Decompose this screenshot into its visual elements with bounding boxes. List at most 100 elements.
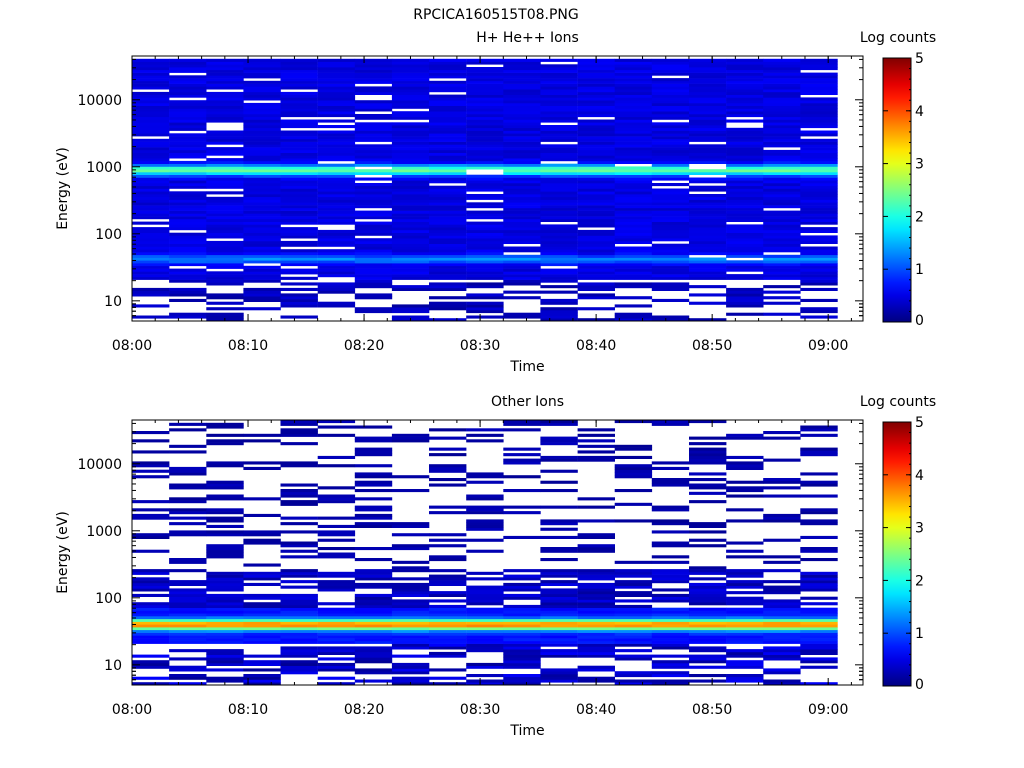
spectrogram-cell bbox=[800, 111, 838, 115]
spectrogram-cell bbox=[540, 301, 578, 305]
spectrogram-cell bbox=[169, 558, 207, 562]
spectrogram-cell bbox=[800, 91, 838, 95]
spectrogram-cell bbox=[132, 94, 170, 98]
spectrogram-cell bbox=[540, 522, 578, 526]
spectrogram-cell bbox=[503, 458, 541, 462]
spectrogram-cell bbox=[243, 541, 281, 545]
spectrogram-cell bbox=[577, 610, 615, 614]
spectrogram-cell bbox=[206, 213, 244, 217]
spectrogram-cell bbox=[577, 263, 615, 267]
spectrogram-cell bbox=[503, 640, 541, 644]
spectrogram-cell bbox=[391, 263, 430, 267]
spectrogram-cell bbox=[763, 232, 801, 236]
spectrogram-cell bbox=[169, 657, 207, 661]
spectrogram-cell bbox=[280, 662, 318, 666]
spectrogram-cell bbox=[243, 213, 281, 217]
spectrogram-cell bbox=[800, 472, 838, 476]
spectrogram-cell bbox=[391, 61, 430, 65]
spectrogram-cell bbox=[391, 114, 430, 118]
spectrogram-cell bbox=[280, 130, 318, 134]
spectrogram-cell bbox=[503, 616, 541, 620]
spectrogram-cell bbox=[429, 149, 467, 153]
spectrogram-cell bbox=[540, 240, 578, 244]
colorbar bbox=[882, 57, 912, 323]
spectrogram-cell bbox=[689, 591, 727, 595]
spectrogram-cell bbox=[689, 61, 727, 65]
spectrogram-cell bbox=[726, 599, 764, 603]
spectrogram-cell bbox=[280, 442, 318, 446]
spectrogram-cell bbox=[577, 133, 615, 137]
spectrogram-cell bbox=[726, 227, 764, 231]
spectrogram-cell bbox=[651, 238, 690, 242]
spectrogram-cell bbox=[391, 618, 430, 622]
spectrogram-cell bbox=[169, 75, 207, 79]
spectrogram-cell bbox=[763, 246, 801, 250]
spectrogram-cell bbox=[800, 191, 838, 195]
spectrogram-cell bbox=[503, 125, 541, 129]
spectrogram-cell bbox=[280, 75, 318, 79]
spectrogram-cell bbox=[577, 544, 615, 548]
spectrogram-cell bbox=[726, 665, 764, 669]
spectrogram-cell bbox=[206, 169, 244, 173]
spectrogram-cell bbox=[577, 141, 615, 145]
spectrogram-cell bbox=[391, 310, 430, 314]
spectrogram-cell bbox=[614, 158, 653, 162]
spectrogram-cell bbox=[503, 89, 541, 93]
spectrogram-cell bbox=[429, 511, 467, 515]
spectrogram-cell bbox=[429, 621, 467, 625]
spectrogram-cell bbox=[243, 114, 281, 118]
spectrogram-cell bbox=[429, 196, 467, 200]
spectrogram-cell bbox=[540, 318, 578, 321]
spectrogram-cell bbox=[354, 616, 393, 620]
spectrogram-cell bbox=[354, 513, 393, 517]
spectrogram-cell bbox=[503, 116, 541, 120]
spectrogram-cell bbox=[169, 207, 207, 211]
spectrogram-cell bbox=[614, 180, 653, 184]
spectrogram-cell bbox=[243, 72, 281, 76]
spectrogram-cell bbox=[577, 238, 615, 242]
spectrogram-cell bbox=[317, 243, 356, 247]
spectrogram-cell bbox=[577, 75, 615, 79]
spectrogram-cell bbox=[726, 610, 764, 614]
spectrogram-cell bbox=[169, 569, 207, 573]
spectrogram-cell bbox=[763, 478, 801, 482]
spectrogram-cell bbox=[354, 296, 393, 300]
spectrogram-cell bbox=[726, 152, 764, 156]
spectrogram-cell bbox=[429, 646, 467, 650]
spectrogram-cell bbox=[800, 58, 838, 62]
spectrogram-cell bbox=[429, 654, 467, 658]
spectrogram-cell bbox=[689, 646, 727, 650]
spectrogram-cell bbox=[689, 122, 727, 126]
spectrogram-cell bbox=[317, 533, 356, 537]
spectrogram-cell bbox=[243, 122, 281, 126]
spectrogram-cell bbox=[280, 613, 318, 617]
spectrogram-cell bbox=[429, 194, 467, 198]
spectrogram-cell bbox=[763, 205, 801, 209]
spectrogram-cell bbox=[243, 679, 281, 683]
spectrogram-cell bbox=[132, 108, 170, 112]
colorbar-tick-label: 3 bbox=[915, 521, 924, 537]
spectrogram-cell bbox=[206, 102, 244, 106]
spectrogram-cell bbox=[763, 235, 801, 239]
spectrogram-cell bbox=[280, 152, 318, 156]
spectrogram-cell bbox=[243, 265, 281, 269]
spectrogram-cell bbox=[540, 588, 578, 592]
spectrogram-cell bbox=[132, 450, 170, 454]
spectrogram-cell bbox=[206, 171, 244, 175]
spectrogram-cell bbox=[800, 78, 838, 82]
spectrogram-cell bbox=[689, 566, 727, 570]
spectrogram-cell bbox=[800, 147, 838, 151]
spectrogram-cell bbox=[577, 450, 615, 454]
spectrogram-cell bbox=[689, 285, 727, 289]
spectrogram-cell bbox=[577, 585, 615, 589]
spectrogram-cell bbox=[354, 635, 393, 639]
spectrogram-cell bbox=[466, 610, 504, 614]
spectrogram-cell bbox=[280, 541, 318, 545]
spectrogram-cell bbox=[726, 436, 764, 440]
spectrogram-cell bbox=[726, 94, 764, 98]
spectrogram-cell bbox=[800, 122, 838, 126]
spectrogram-cell bbox=[503, 257, 541, 261]
spectrogram-cell bbox=[317, 271, 356, 275]
spectrogram-cell bbox=[243, 97, 281, 101]
spectrogram-cell bbox=[354, 257, 393, 261]
